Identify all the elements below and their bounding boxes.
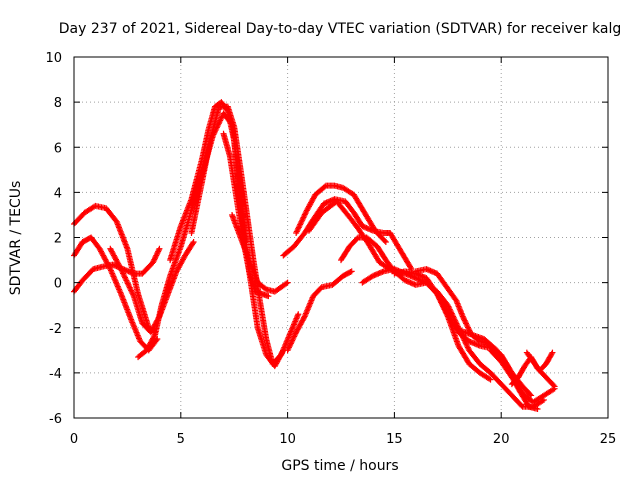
y-tick-label: -2 [49,322,62,337]
data-point [486,375,493,382]
data-point [461,317,468,324]
data-point [265,293,272,300]
data-point [150,257,157,264]
data-point [300,314,307,321]
data-point [290,334,297,341]
data-point [153,252,160,259]
y-tick-label: 4 [54,186,62,201]
series-track-17 [412,266,492,347]
data-point [153,251,160,258]
x-tick-label: 15 [386,432,403,447]
y-axis-title: SDTVAR / TECUs [8,181,24,296]
y-tick-label: -6 [49,412,62,427]
series-track-9 [229,211,291,295]
data-point [287,341,294,348]
data-point [289,337,296,344]
data-point [291,332,298,339]
data-point [551,385,558,392]
series-track-11 [293,182,389,246]
x-tick-label: 0 [70,432,78,447]
data-point [382,239,389,246]
data-point [288,338,295,345]
data-point [463,321,470,328]
data-point [151,255,158,262]
data-point [548,350,555,357]
data-point [487,376,494,383]
data-point [348,268,355,275]
data-point [295,311,302,318]
x-tick-label: 25 [600,432,617,447]
data-point [289,336,296,343]
x-tick-label: 5 [177,432,185,447]
data-point [287,340,294,347]
data-point [156,245,163,252]
data-point [284,347,291,354]
y-tick-label: 0 [54,277,62,292]
x-axis-title: GPS time / hours [281,458,398,474]
data-point [460,314,467,321]
data-point [151,256,158,263]
data-point [284,279,291,286]
data-point [151,332,158,339]
data-point [152,253,159,260]
data-point [155,248,162,255]
data-point [291,333,298,340]
data-point [262,285,269,292]
y-tick-label: -4 [49,367,62,382]
data-point [155,247,162,254]
data-point [190,239,197,246]
x-tick-label: 10 [279,432,296,447]
data-point [550,386,557,393]
data-point [381,237,388,244]
data-point [117,264,124,271]
series-track-16 [391,268,535,399]
x-tick-label: 20 [493,432,510,447]
data-point [534,405,541,412]
series-track-21 [487,347,558,406]
data-point [189,240,196,247]
series-track-13 [284,268,355,354]
y-tick-label: 8 [54,96,62,111]
plot-area [71,99,558,412]
data-point [465,324,472,331]
data-point [285,344,292,351]
data-point [549,349,556,356]
y-tick-label: 6 [54,141,62,156]
y-tick-label: 2 [54,232,62,247]
data-point [154,249,161,256]
data-point [150,259,157,266]
data-point [283,280,290,287]
data-point [459,313,466,320]
data-point [285,345,292,352]
data-point [463,320,470,327]
series-track-10 [280,196,415,273]
data-point [321,183,328,190]
series-track-20 [523,349,556,374]
series-track-7 [188,103,302,367]
data-point [461,316,468,323]
data-point [286,343,293,350]
data-point [464,323,471,330]
axes: 0 5 10 15 20 25 -6 -4 -2 0 2 4 6 8 10 [45,51,616,447]
data-point [347,268,354,275]
data-point [462,319,469,326]
chart-title: Day 237 of 2021, Sidereal Day-to-day VTE… [59,21,621,37]
y-tick-label: 10 [45,51,62,66]
data-point [292,330,299,337]
